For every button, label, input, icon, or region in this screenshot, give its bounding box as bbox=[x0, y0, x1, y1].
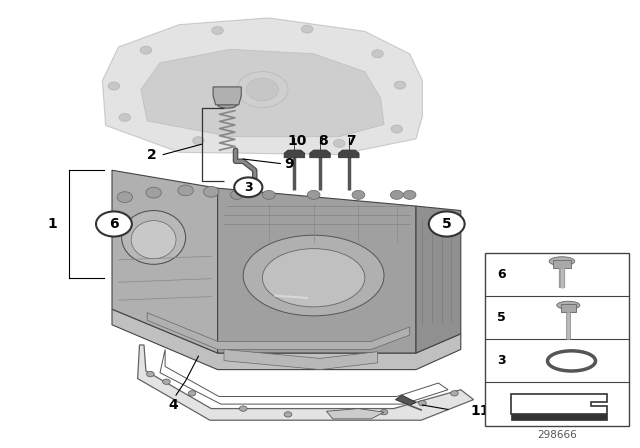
Circle shape bbox=[237, 72, 288, 108]
Circle shape bbox=[188, 391, 196, 396]
Circle shape bbox=[96, 211, 132, 237]
Polygon shape bbox=[339, 150, 359, 158]
Ellipse shape bbox=[122, 211, 186, 264]
Polygon shape bbox=[160, 349, 448, 404]
Circle shape bbox=[234, 177, 262, 197]
Circle shape bbox=[391, 125, 403, 133]
Ellipse shape bbox=[557, 301, 580, 309]
Polygon shape bbox=[310, 150, 330, 158]
Circle shape bbox=[108, 82, 120, 90]
Polygon shape bbox=[396, 395, 416, 405]
Polygon shape bbox=[138, 345, 474, 420]
Circle shape bbox=[429, 211, 465, 237]
Text: 6: 6 bbox=[497, 268, 506, 281]
Text: 8: 8 bbox=[318, 134, 328, 148]
Circle shape bbox=[117, 192, 132, 202]
Polygon shape bbox=[511, 394, 607, 414]
Circle shape bbox=[335, 413, 343, 418]
Polygon shape bbox=[218, 188, 416, 353]
Circle shape bbox=[178, 185, 193, 196]
Circle shape bbox=[140, 46, 152, 54]
Ellipse shape bbox=[218, 102, 237, 108]
Polygon shape bbox=[102, 18, 422, 155]
Text: 1: 1 bbox=[47, 217, 58, 231]
Text: 5: 5 bbox=[497, 311, 506, 324]
FancyBboxPatch shape bbox=[553, 260, 571, 268]
Text: 3: 3 bbox=[244, 181, 253, 194]
Circle shape bbox=[262, 190, 275, 199]
FancyBboxPatch shape bbox=[561, 304, 576, 312]
Text: 7: 7 bbox=[346, 134, 356, 148]
Text: 10: 10 bbox=[288, 134, 307, 148]
Text: 5: 5 bbox=[442, 217, 452, 231]
FancyBboxPatch shape bbox=[485, 253, 629, 426]
Circle shape bbox=[307, 190, 320, 199]
Circle shape bbox=[147, 371, 154, 377]
Circle shape bbox=[352, 190, 365, 199]
Ellipse shape bbox=[549, 257, 575, 266]
Text: 6: 6 bbox=[109, 217, 119, 231]
Ellipse shape bbox=[243, 235, 384, 316]
Circle shape bbox=[204, 186, 219, 197]
Circle shape bbox=[146, 187, 161, 198]
Polygon shape bbox=[141, 49, 384, 137]
Polygon shape bbox=[511, 414, 607, 420]
Circle shape bbox=[239, 406, 247, 411]
Polygon shape bbox=[112, 170, 218, 353]
Polygon shape bbox=[416, 206, 461, 353]
Circle shape bbox=[380, 409, 388, 415]
Circle shape bbox=[419, 401, 426, 406]
Polygon shape bbox=[326, 409, 384, 419]
Circle shape bbox=[193, 137, 204, 145]
Circle shape bbox=[212, 26, 223, 34]
Circle shape bbox=[451, 391, 458, 396]
Text: 9: 9 bbox=[284, 156, 294, 171]
Circle shape bbox=[230, 190, 243, 199]
Polygon shape bbox=[213, 87, 241, 105]
Circle shape bbox=[333, 139, 345, 147]
Polygon shape bbox=[112, 309, 461, 370]
Text: 11: 11 bbox=[470, 404, 490, 418]
Polygon shape bbox=[147, 313, 410, 349]
Circle shape bbox=[119, 113, 131, 121]
Circle shape bbox=[163, 379, 170, 384]
Text: 3: 3 bbox=[497, 354, 506, 367]
Polygon shape bbox=[224, 349, 378, 370]
Text: 2: 2 bbox=[147, 147, 157, 162]
Circle shape bbox=[394, 81, 406, 89]
Polygon shape bbox=[284, 150, 305, 158]
Text: 298666: 298666 bbox=[537, 431, 577, 440]
Circle shape bbox=[372, 50, 383, 58]
Circle shape bbox=[284, 412, 292, 417]
Ellipse shape bbox=[262, 249, 365, 307]
Text: 4: 4 bbox=[168, 398, 178, 413]
Circle shape bbox=[301, 25, 313, 33]
Circle shape bbox=[403, 190, 416, 199]
Ellipse shape bbox=[131, 221, 176, 259]
Circle shape bbox=[390, 190, 403, 199]
Circle shape bbox=[246, 78, 278, 101]
